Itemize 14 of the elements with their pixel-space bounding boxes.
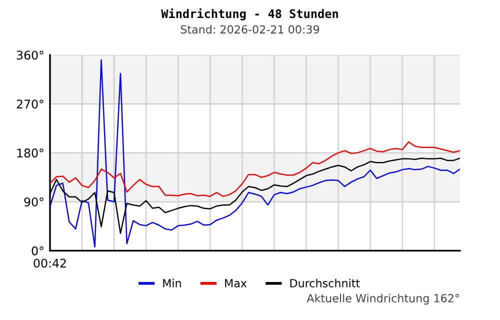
text: 00:42 bbox=[34, 258, 66, 268]
line-series bbox=[50, 59, 460, 248]
legend-label: Max bbox=[225, 279, 247, 288]
y-tick-label: 180° bbox=[17, 148, 44, 158]
legend-label: Min bbox=[163, 278, 181, 288]
y-tick-label: 270° bbox=[16, 100, 44, 109]
chart-subtitle: Stand: 2026-02-21 00:39 bbox=[180, 25, 320, 34]
y-tick-label: 360° bbox=[16, 50, 44, 60]
legend-label: Durchschnitt bbox=[290, 278, 360, 288]
y-tick-label: 90° bbox=[24, 197, 44, 206]
line-series bbox=[50, 141, 460, 197]
text: Aktuelle Windrichtung 162° bbox=[306, 294, 459, 305]
chart-title: Windrichtung - 48 Stunden bbox=[161, 8, 338, 20]
y-tick-label: 0° bbox=[32, 246, 44, 256]
